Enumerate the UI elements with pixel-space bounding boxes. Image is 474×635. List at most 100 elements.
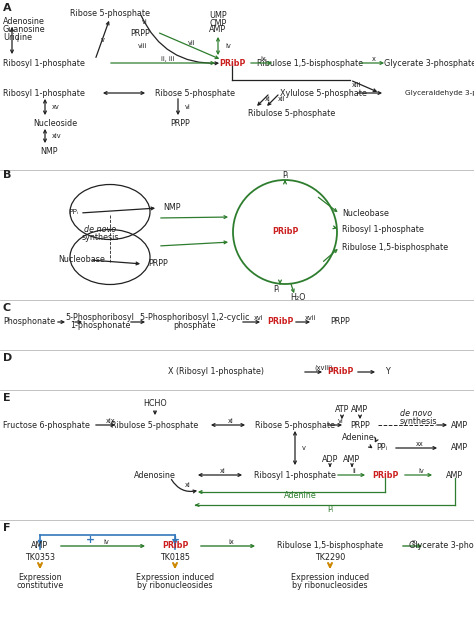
Text: X (Ribosyl 1-phosphate): X (Ribosyl 1-phosphate) bbox=[168, 368, 264, 377]
Text: +: + bbox=[171, 535, 180, 545]
Text: PRibP: PRibP bbox=[272, 227, 298, 236]
Text: A: A bbox=[3, 3, 12, 13]
Text: synthesis: synthesis bbox=[81, 234, 119, 243]
Text: xi: xi bbox=[265, 96, 271, 102]
Text: xi: xi bbox=[228, 418, 234, 424]
Text: x: x bbox=[372, 56, 376, 62]
Text: Guanosine: Guanosine bbox=[3, 25, 46, 34]
Text: Y: Y bbox=[385, 368, 390, 377]
Text: Ribosyl 1-phosphate: Ribosyl 1-phosphate bbox=[3, 88, 85, 98]
Text: ATP: ATP bbox=[335, 406, 349, 415]
Text: Fructose 6-phosphate: Fructose 6-phosphate bbox=[3, 420, 90, 429]
Text: HCHO: HCHO bbox=[143, 399, 167, 408]
Text: xvii: xvii bbox=[305, 315, 317, 321]
Text: iv: iv bbox=[225, 43, 231, 49]
Text: iv: iv bbox=[103, 539, 109, 545]
Text: Pᵢ: Pᵢ bbox=[274, 284, 280, 293]
Text: phosphate: phosphate bbox=[174, 321, 216, 330]
Text: Glyceraldehyde 3-phosphate: Glyceraldehyde 3-phosphate bbox=[405, 90, 474, 96]
Text: PRPP: PRPP bbox=[130, 29, 150, 37]
Text: xiii: xiii bbox=[352, 82, 362, 88]
Text: Ribulose 1,5-bisphosphate: Ribulose 1,5-bisphosphate bbox=[257, 58, 363, 67]
Text: PRibP: PRibP bbox=[267, 318, 293, 326]
Text: TK0353: TK0353 bbox=[25, 554, 55, 563]
Text: xvi: xvi bbox=[254, 315, 264, 321]
Text: Ribosyl 1-phosphate: Ribosyl 1-phosphate bbox=[342, 225, 424, 234]
Text: F: F bbox=[3, 523, 10, 533]
Text: v: v bbox=[302, 445, 306, 451]
Text: PPᵢ: PPᵢ bbox=[68, 209, 78, 215]
Text: (xviii): (xviii) bbox=[314, 364, 333, 371]
Text: Ribulose 1,5-bisphosphate: Ribulose 1,5-bisphosphate bbox=[277, 542, 383, 551]
Text: PRibP: PRibP bbox=[327, 368, 353, 377]
Text: ix: ix bbox=[228, 539, 234, 545]
Text: AMP: AMP bbox=[31, 542, 48, 551]
Text: i: i bbox=[16, 37, 18, 43]
Text: vi: vi bbox=[338, 418, 344, 424]
Text: Xylulose 5-phosphate: Xylulose 5-phosphate bbox=[280, 88, 367, 98]
Text: Ribulose 5-phosphate: Ribulose 5-phosphate bbox=[248, 109, 335, 117]
Text: Expression induced: Expression induced bbox=[136, 573, 214, 582]
Text: Expression: Expression bbox=[18, 573, 62, 582]
Text: TK2290: TK2290 bbox=[315, 554, 345, 563]
Text: Pᵢ: Pᵢ bbox=[327, 504, 333, 514]
Text: PRPP: PRPP bbox=[170, 119, 190, 128]
Text: Ribose 5-phosphate: Ribose 5-phosphate bbox=[70, 8, 150, 18]
Text: ii: ii bbox=[352, 468, 356, 474]
Text: xii: xii bbox=[278, 96, 286, 102]
Text: PRibP: PRibP bbox=[219, 58, 245, 67]
Text: Adenine: Adenine bbox=[283, 491, 316, 500]
Text: AMP: AMP bbox=[451, 443, 469, 453]
Text: 1-phosphonate: 1-phosphonate bbox=[70, 321, 130, 330]
Text: synthesis: synthesis bbox=[400, 417, 438, 425]
Text: UMP: UMP bbox=[209, 11, 227, 20]
Text: PRPP: PRPP bbox=[148, 258, 168, 267]
Text: vii: vii bbox=[188, 40, 196, 46]
Text: ADP: ADP bbox=[322, 455, 338, 464]
Text: NMP: NMP bbox=[163, 203, 181, 211]
Text: Adenosine: Adenosine bbox=[134, 471, 176, 479]
Text: x: x bbox=[412, 539, 416, 545]
Text: ii, iii: ii, iii bbox=[161, 56, 174, 62]
Text: 5-Phosphoribosyl: 5-Phosphoribosyl bbox=[65, 314, 135, 323]
Text: CMP: CMP bbox=[210, 18, 227, 27]
Text: PPᵢ: PPᵢ bbox=[376, 443, 388, 453]
Text: Nucleobase: Nucleobase bbox=[58, 255, 105, 265]
Text: PRPP: PRPP bbox=[330, 318, 350, 326]
Text: B: B bbox=[3, 170, 11, 180]
Text: Glycerate 3-phosphate: Glycerate 3-phosphate bbox=[409, 542, 474, 551]
Text: AMP: AMP bbox=[210, 25, 227, 34]
Text: Ribosyl 1-phosphate: Ribosyl 1-phosphate bbox=[3, 58, 85, 67]
Text: de novo: de novo bbox=[84, 225, 116, 234]
Text: Nucleobase: Nucleobase bbox=[342, 210, 389, 218]
Text: Uridine: Uridine bbox=[3, 34, 32, 43]
Text: AMP: AMP bbox=[351, 406, 369, 415]
Text: viii: viii bbox=[138, 43, 147, 49]
Text: xi: xi bbox=[185, 482, 191, 488]
Text: de novo: de novo bbox=[400, 408, 432, 417]
Text: NMP: NMP bbox=[40, 147, 57, 156]
Text: H₂O: H₂O bbox=[290, 293, 306, 302]
Text: PRibP: PRibP bbox=[372, 471, 398, 479]
Text: Ribulose 5-phosphate: Ribulose 5-phosphate bbox=[111, 420, 199, 429]
Text: Phosphonate: Phosphonate bbox=[3, 318, 55, 326]
Text: Adenosine: Adenosine bbox=[3, 18, 45, 27]
Text: D: D bbox=[3, 353, 12, 363]
Text: by ribonucleosides: by ribonucleosides bbox=[137, 582, 213, 591]
Text: Glycerate 3-phosphate: Glycerate 3-phosphate bbox=[384, 58, 474, 67]
Text: iv: iv bbox=[418, 468, 424, 474]
Text: Nucleoside: Nucleoside bbox=[33, 119, 77, 128]
Text: PRibP: PRibP bbox=[162, 542, 188, 551]
Text: vi: vi bbox=[142, 19, 148, 25]
Text: +: + bbox=[85, 535, 94, 545]
Text: xx: xx bbox=[416, 441, 424, 447]
Text: Pᵢ: Pᵢ bbox=[282, 171, 288, 180]
Text: Ribose 5-phosphate: Ribose 5-phosphate bbox=[255, 420, 335, 429]
Text: AMP: AMP bbox=[344, 455, 361, 464]
Text: Ribosyl 1-phosphate: Ribosyl 1-phosphate bbox=[254, 471, 336, 479]
Text: AMP: AMP bbox=[451, 420, 469, 429]
Text: Ribulose 1,5-bisphosphate: Ribulose 1,5-bisphosphate bbox=[342, 243, 448, 251]
Text: AMP: AMP bbox=[447, 471, 464, 479]
Text: xv: xv bbox=[52, 104, 60, 110]
Text: Adenine: Adenine bbox=[342, 434, 374, 443]
